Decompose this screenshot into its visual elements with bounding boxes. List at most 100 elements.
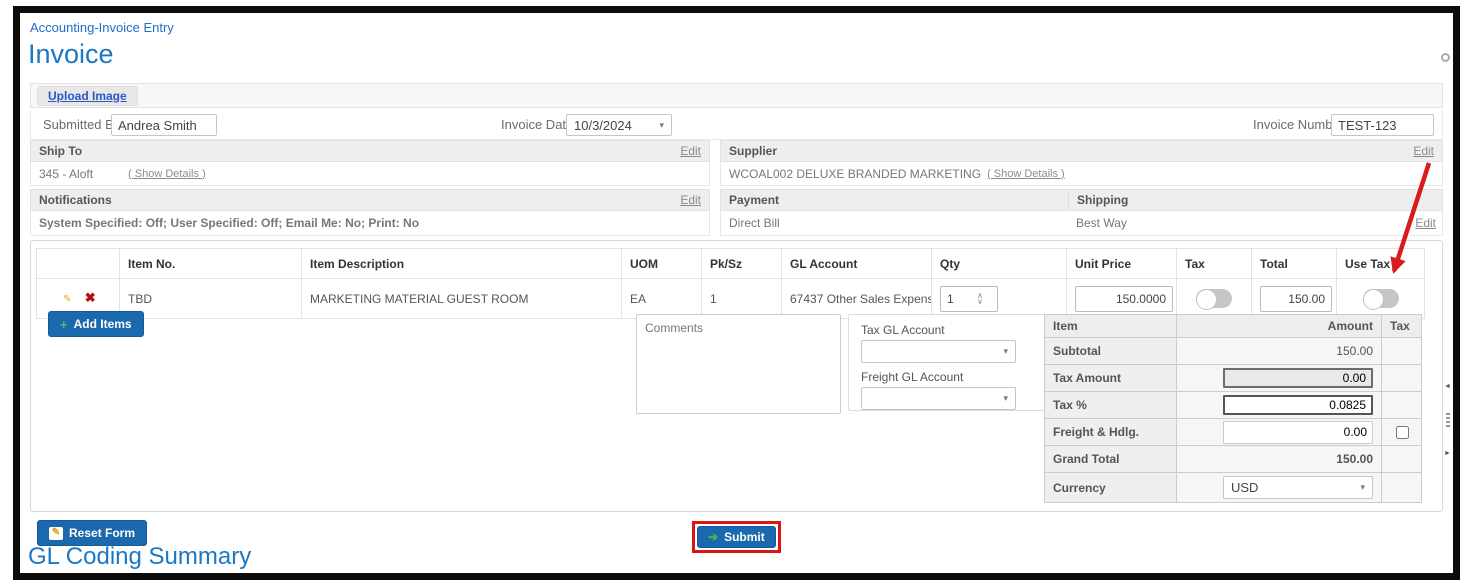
qty-input[interactable] <box>941 291 975 306</box>
toolbar: Upload Image <box>30 83 1443 108</box>
submit-button[interactable]: ➔ Submit <box>697 526 776 548</box>
notifications-value: System Specified: Off; User Specified: O… <box>39 216 420 230</box>
tax-gl-account-label: Tax GL Account <box>861 323 945 337</box>
grand-total-label: Grand Total <box>1044 445 1177 473</box>
ship-to-title: Ship To <box>39 144 83 158</box>
plus-icon: + <box>60 316 68 332</box>
breadcrumb[interactable]: Accounting-Invoice Entry <box>30 20 174 35</box>
notifications-edit-link[interactable]: Edit <box>680 193 701 207</box>
invoice-date-value: 10/3/2024 <box>574 117 632 133</box>
summary-item-header: Item <box>1044 314 1177 338</box>
notifications-title: Notifications <box>39 193 112 207</box>
add-items-label: Add Items <box>73 317 132 331</box>
uom-cell: EA <box>621 278 702 319</box>
tax-cell <box>1176 278 1252 319</box>
currency-label: Currency <box>1044 472 1177 503</box>
splitter-collapse-right-icon[interactable]: ► <box>1444 450 1451 457</box>
ship-to-show-details-link[interactable]: ( Show Details ) <box>128 167 206 180</box>
chevron-down-icon: ▾ <box>1360 482 1365 492</box>
currency-select[interactable]: USD ▾ <box>1223 476 1373 499</box>
tax-amount-row: Tax Amount <box>1044 364 1422 392</box>
freight-row: Freight & Hdlg. <box>1044 418 1422 446</box>
freight-gl-account-select[interactable]: ▾ <box>861 387 1016 410</box>
supplier-show-details-link[interactable]: ( Show Details ) <box>987 167 1065 180</box>
item-description-cell: MARKETING MATERIAL GUEST ROOM <box>301 278 622 319</box>
gear-icon[interactable] <box>1441 53 1450 62</box>
gl-accounts-panel: Tax GL Account ▾ Freight GL Account ▾ <box>848 314 1057 411</box>
unit-price-cell <box>1066 278 1177 319</box>
supplier-header: Supplier Edit <box>720 140 1443 162</box>
invoice-number-label: Invoice Number: <box>1253 117 1348 132</box>
items-header-row: Item No. Item Description UOM Pk/Sz GL A… <box>36 248 1425 279</box>
add-items-button[interactable]: + Add Items <box>48 311 144 337</box>
screenshot-frame: Accounting-Invoice Entry Invoice Upload … <box>13 6 1460 580</box>
gl-account-cell: 67437 Other Sales Expenses <box>781 278 932 319</box>
item-no-cell: TBD <box>119 278 302 319</box>
tax-amount-input[interactable] <box>1223 368 1373 388</box>
spinner-down-icon[interactable]: ∨ <box>977 296 983 306</box>
gl-coding-summary-heading: GL Coding Summary <box>28 543 252 570</box>
shipping-edit-link[interactable]: Edit <box>1415 216 1436 230</box>
submitted-by-input[interactable] <box>111 114 217 136</box>
comments-textarea[interactable] <box>636 314 841 414</box>
col-item-no: Item No. <box>119 248 302 279</box>
form-icon: ✎ <box>49 526 63 540</box>
upload-image-button[interactable]: Upload Image <box>37 85 138 106</box>
line-items-panel: Item No. Item Description UOM Pk/Sz GL A… <box>30 240 1443 512</box>
col-unit-price: Unit Price <box>1066 248 1177 279</box>
freight-input[interactable] <box>1223 420 1373 444</box>
use-tax-toggle[interactable] <box>1362 289 1399 310</box>
tax-percent-label: Tax % <box>1044 391 1177 419</box>
ship-to-value-row: 345 - Aloft ( Show Details ) <box>30 162 710 186</box>
spinner-up-icon[interactable]: ∧ <box>977 290 983 300</box>
invoice-date-select[interactable]: 10/3/2024 ▾ <box>566 114 672 136</box>
tax-toggle[interactable] <box>1196 289 1232 310</box>
payment-title: Payment <box>729 193 780 207</box>
splitter-grip-handle[interactable] <box>1446 413 1450 428</box>
splitter-collapse-left-icon[interactable]: ◄ <box>1444 383 1451 390</box>
reset-form-button[interactable]: ✎ Reset Form <box>37 520 148 546</box>
freight-tax-checkbox[interactable] <box>1395 425 1409 439</box>
qty-cell: ∧ ∨ <box>931 278 1067 319</box>
total-input[interactable] <box>1260 285 1332 312</box>
subtotal-value: 150.00 <box>1176 337 1382 365</box>
items-table: Item No. Item Description UOM Pk/Sz GL A… <box>36 248 1425 319</box>
currency-row: Currency USD ▾ <box>1044 472 1422 503</box>
supplier-title: Supplier <box>729 144 778 158</box>
summary-table: Item Amount Tax Subtotal 150.00 Tax Amou… <box>1044 314 1422 503</box>
edit-row-icon[interactable]: ✎ <box>60 293 75 307</box>
shipping-value: Best Way <box>1076 216 1127 230</box>
shipping-title: Shipping <box>1068 190 1442 210</box>
notifications-header: Notifications Edit <box>30 189 710 211</box>
submit-arrow-icon: ➔ <box>708 530 719 544</box>
grand-total-row: Grand Total 150.00 <box>1044 445 1422 473</box>
subtotal-row: Subtotal 150.00 <box>1044 337 1422 365</box>
summary-header-row: Item Amount Tax <box>1044 314 1422 338</box>
chevron-down-icon: ▾ <box>659 119 664 130</box>
invoice-date-label: Invoice Date: <box>501 117 577 132</box>
tax-percent-input[interactable] <box>1223 395 1373 415</box>
payment-shipping-value-row: Direct Bill Best Way Edit <box>720 211 1443 236</box>
currency-value: USD <box>1231 480 1259 495</box>
total-cell <box>1251 278 1337 319</box>
tax-amount-label: Tax Amount <box>1044 364 1177 392</box>
invoice-number-input[interactable] <box>1331 114 1434 136</box>
supplier-edit-link[interactable]: Edit <box>1413 144 1434 158</box>
pk-sz-cell: 1 <box>701 278 782 319</box>
delete-row-icon[interactable]: ✖ <box>84 290 96 306</box>
tax-percent-row: Tax % <box>1044 391 1422 419</box>
col-use-tax: Use Tax <box>1336 248 1425 279</box>
ship-to-edit-link[interactable]: Edit <box>680 144 701 158</box>
invoice-meta-row: Submitted By: Invoice Date: 10/3/2024 ▾ … <box>30 110 1443 140</box>
payment-shipping-header: Payment Shipping <box>720 189 1443 211</box>
summary-tax-header: Tax <box>1381 314 1422 338</box>
unit-price-input[interactable] <box>1075 285 1173 312</box>
payment-value: Direct Bill <box>729 216 780 230</box>
tax-gl-account-select[interactable]: ▾ <box>861 340 1016 363</box>
quantity-stepper[interactable]: ∧ ∨ <box>940 285 998 312</box>
freight-gl-account-label: Freight GL Account <box>861 370 964 384</box>
subtotal-label: Subtotal <box>1044 337 1177 365</box>
grand-total-value: 150.00 <box>1176 445 1382 473</box>
col-total: Total <box>1251 248 1337 279</box>
ship-to-value: 345 - Aloft <box>39 166 94 181</box>
